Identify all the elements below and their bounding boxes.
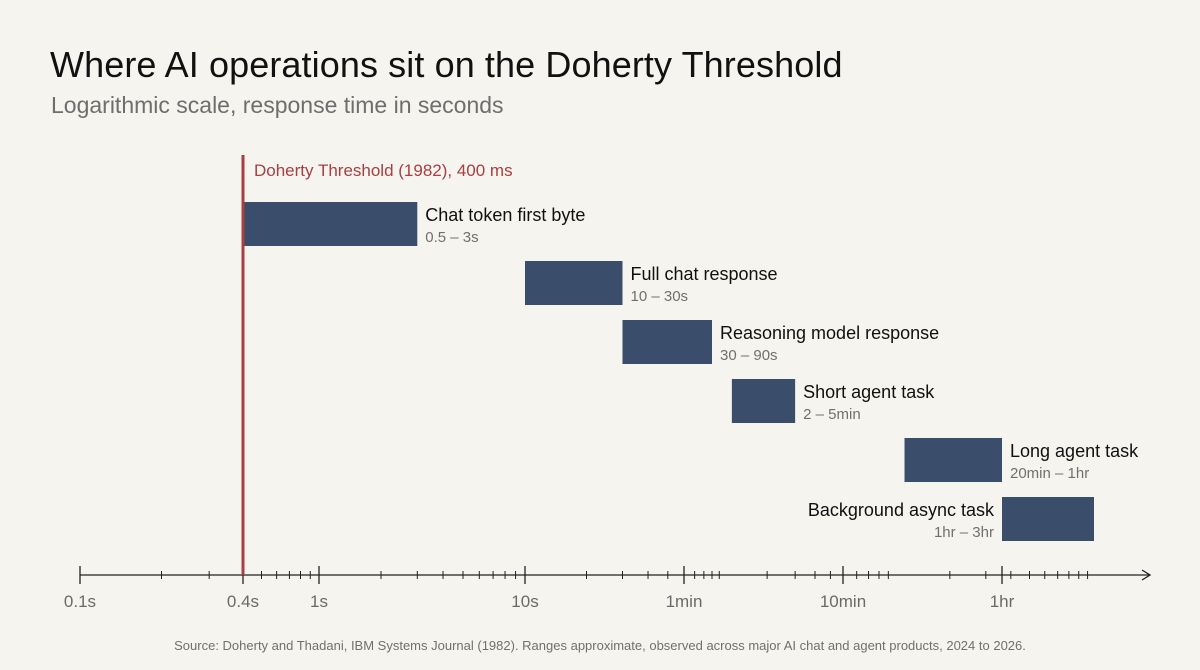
bar-range-label: 20min – 1hr (1010, 465, 1089, 482)
threshold-label: Doherty Threshold (1982), 400 ms (254, 161, 513, 180)
bar-label: Chat token first byte (425, 205, 585, 225)
bar-label: Long agent task (1010, 441, 1139, 461)
x-tick-label: 1min (666, 592, 703, 611)
x-tick-label: 10min (820, 592, 866, 611)
x-tick-label: 10s (511, 592, 538, 611)
bar-range-label: 0.5 – 3s (425, 229, 478, 246)
range-bar (904, 438, 1002, 482)
x-tick-label: 1s (310, 592, 328, 611)
bar-range-label: 30 – 90s (720, 347, 778, 364)
bar-label: Short agent task (803, 382, 935, 402)
bar-label: Background async task (808, 500, 995, 520)
x-axis-arrow (1141, 569, 1152, 581)
bar-range-label: 2 – 5min (803, 406, 861, 423)
x-tick-label: 0.1s (64, 592, 96, 611)
x-tick-label: 1hr (990, 592, 1015, 611)
bar-range-label: 10 – 30s (630, 288, 688, 305)
range-bar (1002, 497, 1094, 541)
bar-range-label: 1hr – 3hr (934, 524, 994, 541)
bar-label: Reasoning model response (720, 323, 939, 343)
bar-label: Full chat response (630, 264, 777, 284)
source-note: Source: Doherty and Thadani, IBM Systems… (174, 638, 1026, 653)
range-bar (243, 202, 418, 246)
range-bar (622, 320, 712, 364)
chart-title: Where AI operations sit on the Doherty T… (50, 44, 843, 85)
range-bar (731, 379, 796, 423)
x-tick-label: 0.4s (227, 592, 259, 611)
range-bar (525, 261, 623, 305)
chart-subtitle: Logarithmic scale, response time in seco… (51, 92, 504, 118)
range-chart: 0.1s 0.4s 1s 10s 1min 10min 1hr Chat token firs… (64, 155, 1152, 611)
